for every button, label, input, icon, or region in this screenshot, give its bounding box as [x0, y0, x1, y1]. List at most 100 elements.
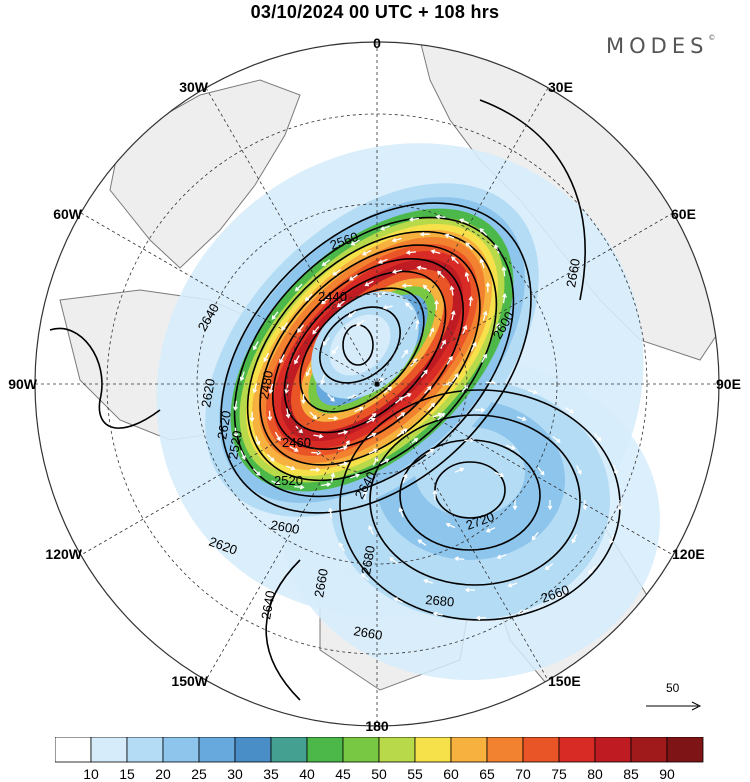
wind-arrow: [485, 527, 496, 533]
contour-label: 2620: [198, 377, 218, 408]
colorbar-swatch: [198, 737, 236, 763]
wind-arrow: [609, 534, 615, 545]
wind-arrow: [423, 578, 434, 584]
wind-arrow: [505, 444, 516, 450]
wind-arrow: [393, 597, 403, 603]
wind-arrow: [482, 310, 488, 321]
lon-label-30e: 30E: [548, 79, 573, 95]
wind-arrow: [468, 295, 474, 307]
lon-label-120w: 120W: [45, 546, 82, 562]
colorbar-label: 15: [119, 766, 135, 781]
wind-arrow: [367, 432, 377, 439]
contour-label: 2460: [282, 435, 311, 450]
colorbar-swatch: [90, 737, 128, 763]
map-title: 03/10/2024 00 UTC + 108 hrs: [250, 2, 500, 22]
wind-arrow: [279, 354, 285, 364]
wind-arrow: [281, 322, 289, 331]
colorbar-label: 35: [263, 766, 279, 781]
wind-arrow: [547, 500, 553, 511]
wind-arrow: [354, 406, 364, 413]
colorbar-swatch: [162, 737, 200, 763]
wind-arrow: [401, 349, 409, 359]
colorbar-label: 65: [479, 766, 495, 781]
lon-label-150w: 150W: [171, 673, 208, 689]
colorbar-swatch: [558, 737, 596, 763]
wind-arrow: [267, 454, 275, 462]
wind-arrow: [435, 214, 446, 220]
wind-arrow: [328, 507, 333, 518]
wind-arrow: [402, 392, 412, 399]
wind-arrow: [285, 465, 296, 471]
wind-arrow: [343, 440, 350, 450]
colorbar-label: 20: [155, 766, 171, 781]
contour-label: 2600: [269, 517, 300, 537]
colorbar-swatch: [342, 737, 380, 763]
colorbar-swatch: [378, 737, 416, 763]
wind-arrow: [479, 258, 485, 269]
wind-arrow: [255, 435, 261, 446]
reference-vector: [646, 701, 702, 711]
wind-arrow: [422, 284, 431, 293]
wind-arrow: [402, 473, 408, 484]
wind-arrow: [313, 433, 324, 439]
brand-text: MODES: [606, 34, 709, 58]
wind-arrow: [320, 374, 325, 385]
map-boundary: [34, 41, 720, 727]
wind-arrow: [336, 300, 346, 308]
wind-arrow: [432, 489, 438, 500]
lon-label-60w: 60W: [53, 206, 83, 222]
wind-arrow: [594, 433, 602, 442]
wind-arrow: [301, 393, 306, 405]
wind-arrow: [465, 242, 473, 250]
wind-arrow: [321, 259, 331, 267]
colorbar-swatch: [486, 737, 524, 763]
wind-arrow: [331, 345, 339, 355]
wind-arrow: [459, 218, 469, 224]
colorbar-label: 55: [407, 766, 423, 781]
wind-arrow: [379, 225, 390, 231]
wind-arrow: [394, 396, 404, 404]
wind-arrow: [366, 417, 376, 424]
wind-arrow: [405, 250, 416, 255]
colorbar-label: 90: [659, 766, 675, 781]
wind-arrow: [494, 243, 500, 254]
wind-arrow: [330, 472, 336, 483]
wind-arrow: [454, 556, 465, 562]
wind-arrow: [425, 448, 435, 456]
wind-arrow: [494, 471, 505, 478]
lon-label-0: 0: [373, 35, 381, 51]
wind-arrow: [268, 383, 274, 395]
contour-label: 2660: [352, 623, 383, 643]
lon-label-150e: 150E: [548, 673, 581, 689]
wind-arrow: [350, 239, 360, 246]
wind-arrow: [556, 591, 566, 598]
wind-arrow: [391, 237, 402, 243]
wind-arrow: [424, 385, 432, 394]
wind-arrow: [451, 373, 459, 382]
wind-arrow: [516, 416, 527, 422]
wind-arrow: [419, 231, 430, 237]
wind-arrow: [328, 416, 339, 421]
wind-arrow: [612, 464, 619, 475]
wind-arrow: [348, 274, 358, 281]
wind-arrow: [294, 355, 300, 365]
wind-arrow: [496, 553, 507, 559]
colorbar-swatch: [306, 737, 344, 763]
colorbar-swatch: [234, 737, 272, 763]
colorbar-swatches: [55, 737, 704, 763]
colorbar-label: 75: [551, 766, 567, 781]
wind-arrow: [576, 465, 582, 475]
wind-arrow: [239, 371, 245, 382]
wind-arrow: [233, 427, 239, 438]
wind-arrow: [321, 482, 332, 487]
wind-arrow: [451, 310, 456, 321]
arrow-right-icon: [691, 701, 702, 711]
wind-arrow: [368, 448, 379, 455]
colorbar-swatch: [450, 737, 488, 763]
wind-arrow: [527, 389, 538, 395]
wind-arrow: [252, 383, 258, 394]
colorbar-labels: 10 15 20 25 30 35 40 45 50 55 60 65 70 75 80 85 90: [83, 766, 675, 781]
wind-arrow: [297, 324, 305, 333]
